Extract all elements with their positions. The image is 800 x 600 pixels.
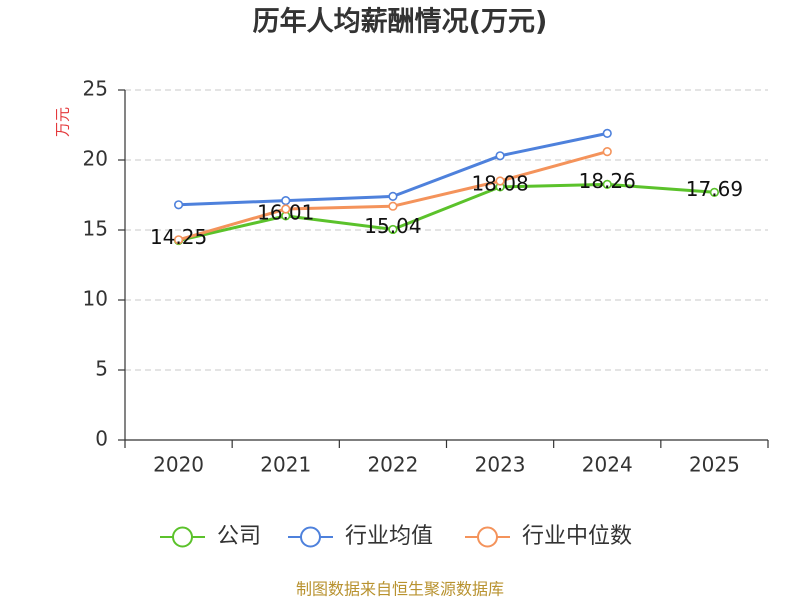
series-2-point: [495, 176, 505, 186]
legend-label: 行业均值: [345, 524, 433, 549]
data-labels: 14.25 16.01 15.04 18.08 18.26 17.69: [150, 169, 743, 249]
legend-item-0[interactable]: 公司: [160, 524, 261, 549]
legend-marker: [477, 526, 498, 548]
series-2-point: [281, 204, 291, 214]
series-0-line: [177, 182, 716, 242]
legend-label: 行业中位数: [522, 524, 632, 549]
legend: 公司 行业均值 行业中位数: [160, 524, 632, 549]
x-tick-label: 2021: [260, 453, 311, 477]
series-markers: [173, 128, 720, 246]
series-0-data-label: 17.69: [686, 177, 743, 201]
series-0-point: [602, 179, 612, 189]
series-1-point: [173, 200, 184, 210]
series-0-point: [388, 224, 398, 235]
chart-title: 历年人均薪酬情况(万元): [253, 6, 548, 38]
legend-label: 公司: [217, 524, 261, 549]
legend-item-2[interactable]: 行业中位数: [465, 524, 632, 549]
source-footer: 制图数据来自恒生聚源数据库: [296, 580, 504, 599]
series-2-point: [173, 235, 184, 245]
series-0-data-label: 14.25: [150, 225, 207, 249]
grid-lines: [125, 89, 768, 371]
x-tick-label: 2022: [367, 453, 418, 477]
y-tick-label: 0: [95, 427, 108, 451]
x-tick-label: 2020: [153, 453, 204, 477]
series-0-data-label: 16.01: [257, 200, 314, 224]
series-1-point: [388, 191, 398, 201]
y-tick-label: 15: [83, 217, 108, 241]
series-0-point: [709, 187, 720, 197]
legend-marker: [172, 526, 193, 548]
series-0-data-label: 15.04: [364, 214, 421, 238]
x-tick-label: 2024: [582, 453, 633, 477]
y-tick-label: 20: [83, 147, 108, 171]
series-2-point: [388, 201, 398, 211]
y-tick-label: 25: [83, 77, 108, 101]
series-1-point: [602, 128, 612, 138]
series-1-point: [495, 151, 505, 161]
legend-marker: [300, 526, 321, 548]
y-tick-label: 10: [83, 287, 108, 311]
legend-item-1[interactable]: 行业均值: [288, 524, 433, 549]
series-0-data-label: 18.26: [579, 169, 636, 193]
y-axis-label: 万元: [54, 107, 72, 137]
x-tick-label: 2023: [475, 453, 526, 477]
series-0-data-label: 18.08: [471, 171, 528, 195]
x-tick-label: 2025: [689, 453, 740, 477]
y-tick-label: 5: [95, 357, 108, 381]
series-2-point: [602, 147, 612, 157]
